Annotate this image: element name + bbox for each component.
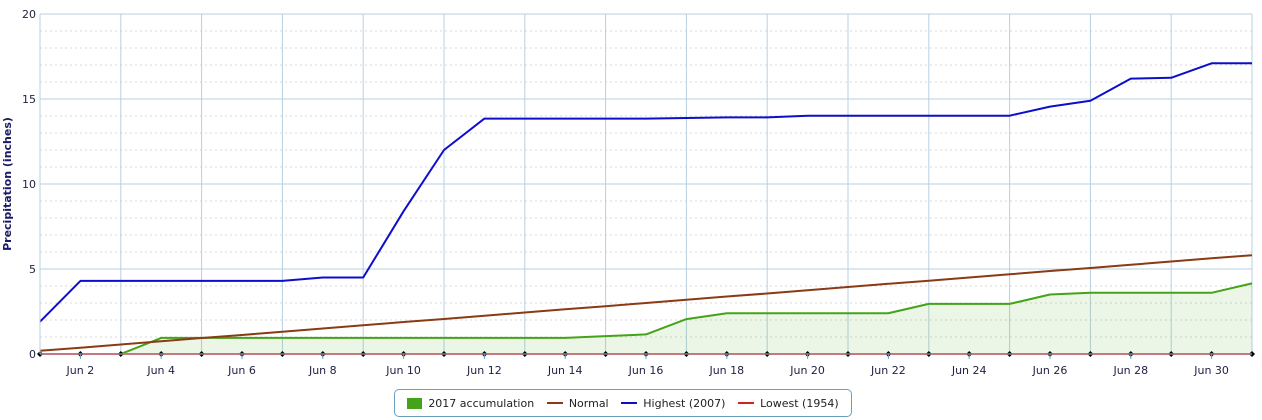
series-area-2017-accumulation bbox=[40, 283, 1252, 354]
x-tick-label: Jun 20 bbox=[789, 364, 825, 377]
series-line-normal bbox=[39, 254, 1253, 352]
y-tick-label: 0 bbox=[29, 348, 36, 361]
x-tick-label: Jun 4 bbox=[146, 364, 175, 377]
axes: 0 5 10 15 20 Jun 2 Jun 4 Jun 6 Jun 8 Jun 10 Jun 12… bbox=[22, 8, 1252, 377]
legend-item[interactable]: Highest (2007) bbox=[621, 397, 725, 410]
x-tick-label: Jun 2 bbox=[66, 364, 95, 377]
x-tick-label: Jun 22 bbox=[870, 364, 906, 377]
y-axis-label: Precipitation (inches) bbox=[1, 117, 14, 251]
series-line-2017-accumulation bbox=[40, 282, 1253, 355]
x-tick-label: Jun 10 bbox=[385, 364, 421, 377]
x-tick-label: Jun 24 bbox=[951, 364, 987, 377]
x-tick-label: Jun 26 bbox=[1032, 364, 1068, 377]
grid bbox=[39, 13, 1253, 355]
y-tick-label: 10 bbox=[22, 178, 36, 191]
x-tick-label: Jun 30 bbox=[1193, 364, 1229, 377]
legend-item[interactable]: Lowest (1954) bbox=[738, 397, 839, 410]
x-tick-label: Jun 18 bbox=[708, 364, 744, 377]
legend-label: Lowest (1954) bbox=[760, 396, 839, 410]
x-tick-label: Jun 16 bbox=[628, 364, 664, 377]
x-tick-label: Jun 8 bbox=[308, 364, 337, 377]
x-tick-label: Jun 12 bbox=[466, 364, 502, 377]
series-line-highest-2007 bbox=[39, 62, 1252, 323]
legend-swatch bbox=[546, 402, 563, 404]
x-tick-label: Jun 6 bbox=[227, 364, 256, 377]
legend-swatch bbox=[621, 402, 638, 404]
x-tick-label: Jun 28 bbox=[1112, 364, 1148, 377]
y-tick-label: 20 bbox=[22, 8, 36, 21]
legend: 2017 accumulation Normal Highest (2007) Low… bbox=[394, 389, 852, 417]
y-tick-label: 15 bbox=[22, 93, 36, 106]
precipitation-chart: 0 5 10 15 20 Jun 2 Jun 4 Jun 6 Jun 8 Jun 10 Jun 12… bbox=[1, 8, 1255, 377]
area-layer bbox=[40, 283, 1252, 354]
y-tick-label: 5 bbox=[29, 263, 36, 276]
legend-swatch bbox=[407, 397, 423, 409]
legend-label: Highest (2007) bbox=[643, 396, 726, 410]
legend-item[interactable]: 2017 accumulation bbox=[407, 397, 534, 410]
legend-label: 2017 accumulation bbox=[428, 396, 535, 410]
x-tick-label: Jun 14 bbox=[547, 364, 583, 377]
legend-label: Normal bbox=[568, 396, 609, 410]
legend-item[interactable]: Normal bbox=[546, 396, 609, 410]
legend-swatch bbox=[738, 402, 755, 404]
